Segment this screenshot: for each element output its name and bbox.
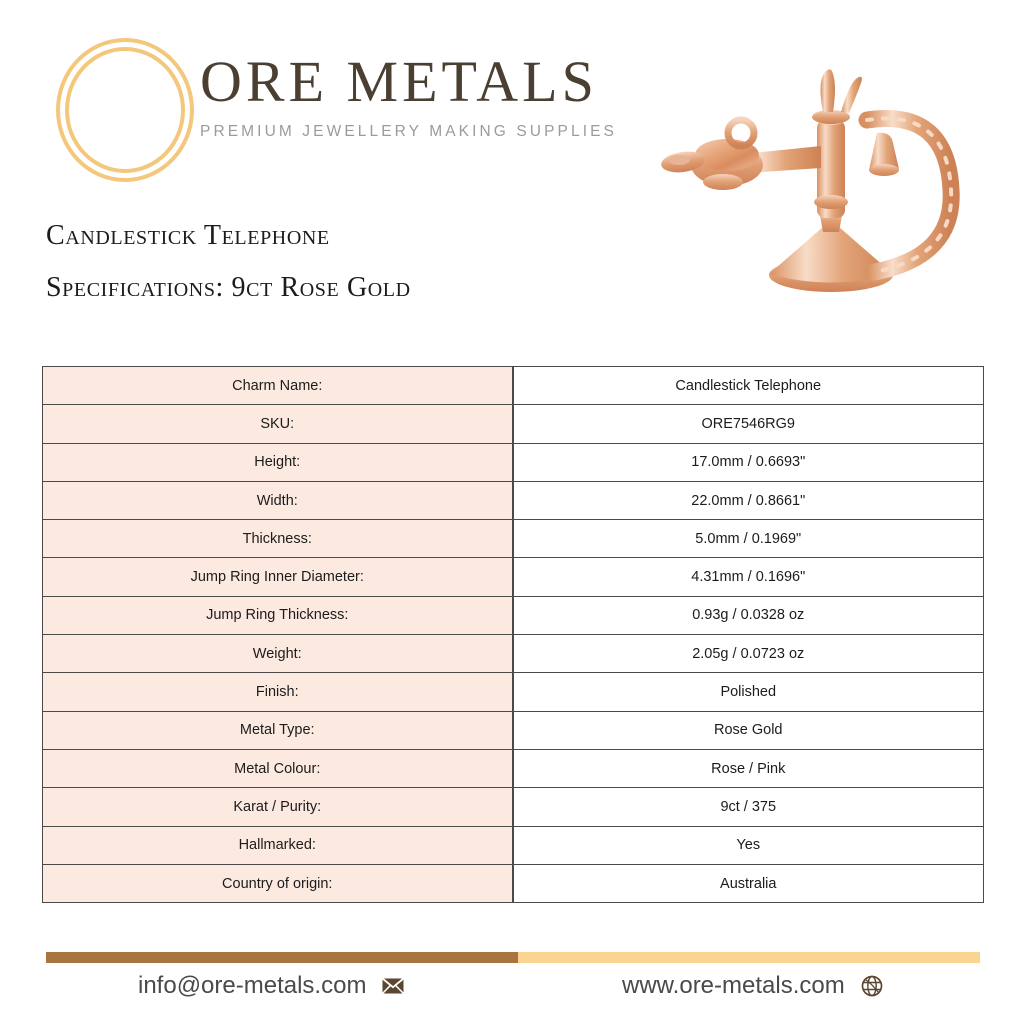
table-row: Finish: Polished — [42, 672, 984, 712]
spec-value-cell: Yes — [511, 825, 984, 865]
spec-label-cell: Jump Ring Thickness: — [42, 595, 513, 636]
brand-tagline: PREMIUM JEWELLERY MAKING SUPPLIES — [200, 122, 617, 140]
logo-ring-inner — [65, 47, 185, 173]
table-row: Metal Type: Rose Gold — [42, 710, 984, 750]
globe-icon — [859, 973, 885, 999]
spec-label-cell: Thickness: — [42, 519, 513, 559]
logo-ring-outer — [56, 38, 194, 182]
spec-label-cell: Width: — [42, 480, 513, 521]
website-contact[interactable]: www.ore-metals.com — [622, 958, 885, 1014]
table-row: Jump Ring Thickness: 0.93g / 0.0328 oz — [42, 595, 984, 636]
spec-value-cell: Rose Gold — [511, 710, 984, 750]
email-address: info@ore-metals.com — [138, 972, 367, 999]
spec-label-cell: Height: — [42, 442, 513, 482]
email-contact[interactable]: info@ore-metals.com — [138, 958, 406, 1014]
footer-bar-left-segment — [46, 952, 518, 963]
product-title-line: Candlestick Telephone — [46, 220, 330, 251]
spec-value-cell: Rose / Pink — [511, 748, 984, 789]
spec-label-cell: Country of origin: — [42, 863, 513, 904]
table-row: Jump Ring Inner Diameter: 4.31mm / 0.1696… — [42, 557, 984, 597]
spec-value-cell: 5.0mm / 0.1969" — [511, 519, 984, 559]
table-row: Charm Name: Candlestick Telephone — [42, 365, 984, 406]
table-row: Metal Colour: Rose / Pink — [42, 748, 984, 789]
spec-label-cell: Charm Name: — [42, 365, 513, 406]
specifications-table: Charm Name: Candlestick Telephone SKU: ORE7… — [42, 365, 984, 904]
brand-name: ORE METALS — [200, 49, 598, 114]
spec-label-cell: Metal Colour: — [42, 748, 513, 789]
spec-label-cell: Karat / Purity: — [42, 787, 513, 827]
spec-value-cell: 9ct / 375 — [511, 787, 984, 827]
footer-divider-bar — [46, 952, 980, 963]
table-row: SKU: ORE7546RG9 — [42, 404, 984, 444]
envelope-icon — [380, 973, 406, 999]
spec-value-cell: 0.93g / 0.0328 oz — [511, 595, 984, 636]
charm-illustration — [661, 69, 960, 292]
table-row: Thickness: 5.0mm / 0.1969" — [42, 519, 984, 559]
spec-label-cell: Hallmarked: — [42, 825, 513, 865]
spec-value-cell: 4.31mm / 0.1696" — [511, 557, 984, 597]
table-row: Country of origin: Australia — [42, 863, 984, 904]
footer-contacts: info@ore-metals.com www.ore-metals.com — [46, 958, 980, 1014]
table-row: Height: 17.0mm / 0.6693" — [42, 442, 984, 482]
table-row: Karat / Purity: 9ct / 375 — [42, 787, 984, 827]
specifications-title-line: Specifications: 9ct Rose Gold — [46, 272, 411, 303]
spec-value-cell: Polished — [511, 672, 984, 712]
spec-label-cell: Finish: — [42, 672, 513, 712]
spec-label-cell: Weight: — [42, 634, 513, 674]
spec-value-cell: 17.0mm / 0.6693" — [511, 442, 984, 482]
table-row: Width: 22.0mm / 0.8661" — [42, 480, 984, 521]
specifications-table-body: Charm Name: Candlestick Telephone SKU: ORE7… — [42, 365, 984, 904]
page-title: Candlestick Telephone Specifications: 9c… — [46, 222, 666, 302]
spec-value-cell: ORE7546RG9 — [511, 404, 984, 444]
spec-label-cell: Metal Type: — [42, 710, 513, 750]
spec-value-cell: Australia — [511, 863, 984, 904]
spec-value-cell: Candlestick Telephone — [511, 365, 984, 406]
brand-header: ORE METALS PREMIUM JEWELLERY MAKING SUPP… — [48, 30, 648, 190]
spec-value-cell: 22.0mm / 0.8661" — [511, 480, 984, 521]
brand-wordmark: ORE METALS PREMIUM JEWELLERY MAKING SUPP… — [200, 49, 648, 141]
spec-label-cell: SKU: — [42, 404, 513, 444]
candlestick-telephone-charm-photo — [655, 60, 995, 325]
website-url: www.ore-metals.com — [622, 972, 845, 999]
spec-label-cell: Jump Ring Inner Diameter: — [42, 557, 513, 597]
spec-value-cell: 2.05g / 0.0723 oz — [511, 634, 984, 674]
table-row: Weight: 2.05g / 0.0723 oz — [42, 634, 984, 674]
double-ring-circle-icon — [56, 38, 194, 182]
footer-bar-right-segment — [518, 952, 980, 963]
table-row: Hallmarked: Yes — [42, 825, 984, 865]
